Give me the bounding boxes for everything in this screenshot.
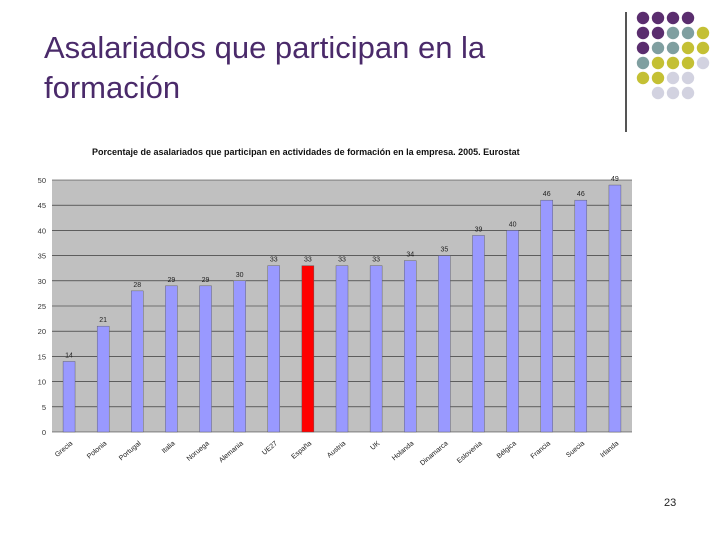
y-tick-label: 45 <box>38 201 46 210</box>
x-tick-label: Austria <box>326 440 347 459</box>
bar-value-label: 33 <box>304 257 312 264</box>
x-tick-label: UK <box>369 440 381 452</box>
x-tick-label: Italia <box>161 440 177 455</box>
decorative-dot <box>666 41 680 55</box>
bar <box>506 230 519 433</box>
decorative-dot <box>681 11 695 25</box>
bar-highlight <box>301 265 315 433</box>
decorative-dot <box>681 41 695 55</box>
bar-value-label: 46 <box>577 191 585 198</box>
x-tick-label: Noruega <box>186 440 211 463</box>
decorative-dot <box>666 56 680 70</box>
title-line-2: formación <box>44 70 181 105</box>
y-tick-label: 35 <box>38 252 46 261</box>
bar-chart: 0 5 10 15 20 25 30 35 40 45 50 14 Grecia 21 Polonia 28 P… <box>38 176 632 467</box>
bar-value-label: 29 <box>202 277 210 284</box>
decorative-dot <box>696 41 710 55</box>
bar <box>131 290 144 433</box>
x-tick-label: Polonia <box>86 440 108 460</box>
decorative-dot <box>636 26 650 40</box>
bar-value-label: 30 <box>236 272 244 279</box>
y-tick-label: 50 <box>38 176 46 185</box>
bar <box>335 265 349 433</box>
decorative-dot <box>681 26 695 40</box>
decorative-dot <box>651 11 665 25</box>
x-tick-label: Holanda <box>391 440 416 462</box>
bar-value-label: 14 <box>65 352 73 359</box>
bar <box>574 199 588 433</box>
decorative-dot <box>651 86 665 100</box>
decorative-dot <box>636 71 650 85</box>
decorative-dot <box>636 56 650 70</box>
decorative-dot <box>681 71 695 85</box>
chart-title: Porcentaje de asalariados que participan… <box>92 147 520 157</box>
bar <box>608 184 622 433</box>
x-tick-label: Eslovenia <box>456 440 484 465</box>
title-divider <box>625 12 627 132</box>
bar <box>404 260 417 433</box>
bar-value-label: 29 <box>168 277 176 284</box>
x-tick-label: Suecia <box>565 440 586 459</box>
decorative-dot <box>666 26 680 40</box>
decorative-dot-grid <box>636 11 710 100</box>
bar <box>267 265 280 433</box>
bar <box>438 255 451 433</box>
bar-value-label: 33 <box>372 257 380 264</box>
x-tick-label: Irlanda <box>599 440 620 459</box>
y-tick-label: 20 <box>38 327 46 336</box>
bar <box>233 280 246 433</box>
decorative-dot <box>651 26 665 40</box>
bar <box>165 285 178 433</box>
bar-value-label: 33 <box>270 257 278 264</box>
title-line-1: Asalariados que participan en la <box>44 30 486 65</box>
y-tick-label: 40 <box>38 226 46 235</box>
bar-value-label: 28 <box>133 282 141 289</box>
bar-value-label: 35 <box>440 247 448 254</box>
bar <box>62 361 76 433</box>
bar <box>199 285 212 433</box>
bar <box>472 235 485 433</box>
decorative-dot <box>696 56 710 70</box>
decorative-dot <box>651 71 665 85</box>
bar-value-label: 21 <box>99 317 107 324</box>
bar <box>369 265 383 433</box>
page-number: 23 <box>664 497 677 509</box>
y-tick-label: 25 <box>38 302 46 311</box>
y-tick-label: 5 <box>42 403 46 412</box>
slide-title: Asalariados que participan en la formaci… <box>44 28 604 108</box>
x-tick-label: UE27 <box>261 440 279 457</box>
x-tick-label: Bélgica <box>496 440 518 460</box>
x-tick-label: Francia <box>530 440 552 460</box>
bar-value-label: 46 <box>543 191 551 198</box>
bar-value-label: 34 <box>406 252 414 259</box>
decorative-dot <box>681 86 695 100</box>
x-tick-label: Grecia <box>54 440 74 459</box>
decorative-dot <box>636 11 650 25</box>
bar <box>96 325 110 433</box>
bar-value-label: 39 <box>475 226 483 233</box>
decorative-dot <box>696 26 710 40</box>
y-tick-label: 15 <box>38 352 46 361</box>
bar-value-label: 40 <box>509 221 517 228</box>
decorative-dot <box>666 11 680 25</box>
decorative-dot <box>651 56 665 70</box>
y-tick-label: 10 <box>38 378 46 387</box>
decorative-dot <box>636 41 650 55</box>
x-tick-label: España <box>290 440 313 461</box>
decorative-dot <box>666 71 680 85</box>
decorative-dot <box>651 41 665 55</box>
x-tick-label: Portugal <box>118 440 143 462</box>
bar-value-label: 49 <box>611 176 619 183</box>
x-tick-label: Dinamarca <box>419 440 450 467</box>
y-tick-label: 30 <box>38 277 46 286</box>
bar-value-label: 33 <box>338 257 346 264</box>
y-tick-label: 0 <box>42 428 46 437</box>
bar <box>540 199 553 433</box>
decorative-dot <box>666 86 680 100</box>
decorative-dot <box>681 56 695 70</box>
x-tick-label: Alemania <box>218 440 245 464</box>
